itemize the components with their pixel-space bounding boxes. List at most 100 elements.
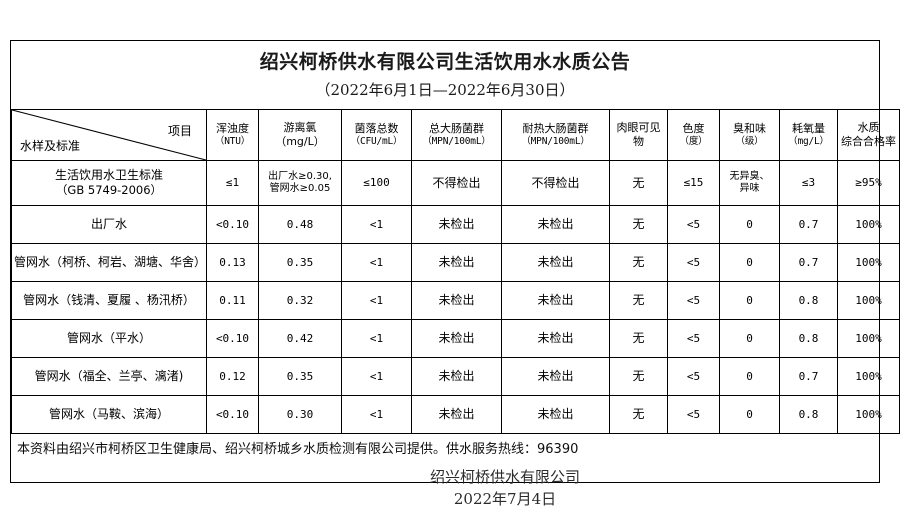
row-pass-rate: 100% (837, 205, 900, 245)
row-thermotolerant-coliform: 未检出 (501, 395, 610, 435)
row-turbidity: 0.13 (206, 243, 259, 283)
row-odor-taste: 0 (719, 281, 780, 321)
announcement-frame: 绍兴柯桥供水有限公司生活饮用水水质公告 （2022年6月1日—2022年6月30… (10, 40, 900, 508)
header-odor-taste-unit: （级） (735, 136, 764, 148)
table-row: 出厂水 <0.10 0.48 <1 未检出 未检出 无 <5 0 0.7 100… (11, 205, 900, 245)
row-oxygen-consumption: 0.8 (779, 395, 838, 435)
row-chroma: <5 (667, 281, 720, 321)
header-colony-count: 菌落总数 （CFU/mL） (341, 109, 412, 162)
standard-odor-taste-line1: 无异臭、 (729, 170, 770, 182)
header-thermotolerant-coliform: 耐热大肠菌群 （MPN/100mL） (501, 109, 610, 162)
table-row: 管网水（平水） <0.10 0.42 <1 未检出 未检出 无 <5 0 0.8… (11, 319, 900, 359)
page-subtitle: （2022年6月1日—2022年6月30日） (315, 80, 575, 99)
row-turbidity: <0.10 (206, 319, 259, 359)
header-colony-count-name: 菌落总数 (354, 122, 399, 136)
header-thermotolerant-coliform-unit: （MPN/100mL） (521, 136, 590, 148)
standard-free-chlorine-line2: 管网水≥0.05 (269, 183, 331, 195)
row-visible-matter: 无 (609, 319, 668, 359)
standard-row: 生活饮用水卫生标准 （GB 5749-2006） ≤1 出厂水≥0.30, 管网… (11, 160, 900, 207)
row-total-coliform: 未检出 (411, 205, 502, 245)
standard-chroma: ≤15 (667, 160, 720, 207)
row-sample-name: 管网水（钱清、夏履 、杨汛桥） (11, 281, 207, 321)
row-oxygen-consumption: 0.8 (779, 281, 838, 321)
header-visible-matter: 肉眼可见物 (609, 109, 668, 162)
standard-total-coliform: 不得检出 (411, 160, 502, 207)
row-visible-matter: 无 (609, 281, 668, 321)
header-chroma: 色度 （度） (667, 109, 720, 162)
row-odor-taste: 0 (719, 205, 780, 245)
row-sample-name: 管网水（福全、兰亭、漓渚) (11, 357, 207, 397)
header-total-coliform-name: 总大肠菌群 (429, 122, 484, 136)
standard-thermotolerant-coliform: 不得检出 (501, 160, 610, 207)
table-header-row: 水样及标准 项目 浑浊度 （NTU） 游离氯（mg/L） 菌落总数 （CFU/m… (11, 109, 900, 162)
standard-pass-rate: ≥95% (837, 160, 900, 207)
header-pass-rate-name: 水质 (857, 121, 880, 135)
row-sample-name: 管网水（马鞍、滨海） (11, 395, 207, 435)
row-pass-rate: 100% (837, 243, 900, 283)
row-turbidity: <0.10 (206, 205, 259, 245)
header-free-chlorine-unit: （mg/L） (275, 135, 325, 149)
standard-name: 生活饮用水卫生标准 (54, 168, 163, 183)
footer-note: 本资料由绍兴市柯桥区卫生健康局、绍兴柯桥城乡水质检测有限公司提供。供水服务热线：… (17, 442, 579, 458)
header-pass-rate-unit: 综合合格率 (841, 135, 896, 149)
row-visible-matter: 无 (609, 395, 668, 435)
row-oxygen-consumption: 0.7 (779, 357, 838, 397)
standard-visible-matter: 无 (609, 160, 668, 207)
row-total-coliform: 未检出 (411, 243, 502, 283)
row-oxygen-consumption: 0.7 (779, 243, 838, 283)
row-chroma: <5 (667, 205, 720, 245)
table-row: 管网水（柯桥、柯岩、湖塘、华舍） 0.13 0.35 <1 未检出 未检出 无 … (11, 243, 900, 283)
row-odor-taste: 0 (719, 319, 780, 359)
row-colony-count: <1 (341, 395, 412, 435)
row-visible-matter: 无 (609, 357, 668, 397)
header-pass-rate: 水质 综合合格率 (837, 109, 900, 162)
header-visible-matter-name: 肉眼可见物 (616, 121, 661, 149)
row-pass-rate: 100% (837, 357, 900, 397)
row-free-chlorine: 0.30 (258, 395, 342, 435)
row-free-chlorine: 0.35 (258, 243, 342, 283)
row-oxygen-consumption: 0.8 (779, 319, 838, 359)
header-free-chlorine: 游离氯（mg/L） (258, 109, 342, 162)
row-chroma: <5 (667, 357, 720, 397)
header-total-coliform-unit: （MPN/100mL） (422, 136, 491, 148)
row-colony-count: <1 (341, 319, 412, 359)
standard-free-chlorine: 出厂水≥0.30, 管网水≥0.05 (258, 160, 342, 207)
row-turbidity: 0.11 (206, 281, 259, 321)
header-chroma-name: 色度 (682, 122, 705, 136)
row-colony-count: <1 (341, 205, 412, 245)
row-colony-count: <1 (341, 281, 412, 321)
header-thermotolerant-coliform-name: 耐热大肠菌群 (522, 122, 589, 136)
row-turbidity: <0.10 (206, 395, 259, 435)
row-thermotolerant-coliform: 未检出 (501, 357, 610, 397)
row-visible-matter: 无 (609, 205, 668, 245)
footer-block: 本资料由绍兴市柯桥区卫生健康局、绍兴柯桥城乡水质检测有限公司提供。供水服务热线：… (11, 434, 879, 510)
row-free-chlorine: 0.42 (258, 319, 342, 359)
row-total-coliform: 未检出 (411, 357, 502, 397)
table-row: 管网水（福全、兰亭、漓渚) 0.12 0.35 <1 未检出 未检出 无 <5 … (11, 357, 900, 397)
row-pass-rate: 100% (837, 319, 900, 359)
row-free-chlorine: 0.48 (258, 205, 342, 245)
row-free-chlorine: 0.32 (258, 281, 342, 321)
header-oxygen-consumption-name: 耗氧量 (792, 122, 825, 136)
header-odor-taste-name: 臭和味 (733, 122, 766, 136)
row-oxygen-consumption: 0.7 (779, 205, 838, 245)
header-oxygen-consumption: 耗氧量 （mg/L） (779, 109, 838, 162)
row-pass-rate: 100% (837, 395, 900, 435)
row-odor-taste: 0 (719, 395, 780, 435)
row-turbidity: 0.12 (206, 357, 259, 397)
footer-company: 绍兴柯桥供水有限公司 (429, 467, 580, 486)
row-thermotolerant-coliform: 未检出 (501, 281, 610, 321)
standard-name-cell: 生活饮用水卫生标准 （GB 5749-2006） (11, 160, 207, 207)
water-quality-table: 水样及标准 项目 浑浊度 （NTU） 游离氯（mg/L） 菌落总数 （CFU/m… (11, 109, 900, 435)
page-title: 绍兴柯桥供水有限公司生活饮用水水质公告 (259, 51, 631, 73)
header-free-chlorine-name: 游离氯 (283, 121, 317, 135)
row-odor-taste: 0 (719, 357, 780, 397)
header-total-coliform: 总大肠菌群 （MPN/100mL） (411, 109, 502, 162)
row-sample-name: 出厂水 (11, 205, 207, 245)
row-odor-taste: 0 (719, 243, 780, 283)
row-sample-name: 管网水（柯桥、柯岩、湖塘、华舍） (11, 243, 207, 283)
standard-turbidity: ≤1 (206, 160, 259, 207)
footer-date: 2022年7月4日 (453, 489, 557, 508)
row-colony-count: <1 (341, 243, 412, 283)
